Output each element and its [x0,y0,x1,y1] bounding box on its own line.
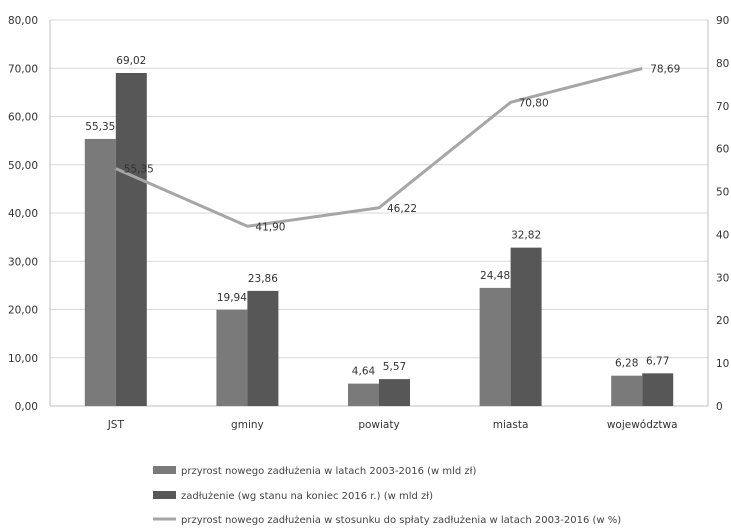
bar-data-label: 6,28 [615,358,638,370]
bar-data-label: 19,94 [217,292,247,304]
bar-data-label: 24,48 [480,270,510,282]
y-right-tick-label: 10 [716,358,729,370]
y-right-tick-label: 60 [716,144,729,156]
y-left-tick-label: 20,00 [8,305,38,317]
bar [247,290,279,406]
x-tick-label: miasta [493,419,529,431]
y-right-tick-label: 70 [716,101,729,113]
bar-data-label: 23,86 [248,273,278,285]
x-tick-label: JST [107,419,125,431]
y-left-tick-label: 70,00 [8,63,38,75]
bar [115,72,147,406]
x-tick-label: gminy [231,419,264,431]
bar [84,138,116,406]
y-left-tick-label: 60,00 [8,112,38,124]
bar-data-label: 69,02 [116,55,146,67]
bar-data-label: 6,77 [646,355,669,367]
bar [510,247,542,406]
line-series [115,67,643,228]
bar [216,309,248,406]
y-left-tick-label: 10,00 [8,353,38,365]
y-left-tick-label: 40,00 [8,208,38,220]
legend-swatch [153,466,176,474]
y-left-tick-label: 50,00 [8,160,38,172]
y-right-tick-label: 90 [716,15,729,27]
bar-data-label: 55,35 [85,121,115,133]
x-tick-label: województwa [607,419,678,431]
bar [348,383,379,406]
legend-label: zadłużenie (wg stanu na koniec 2016 r.) … [181,491,433,502]
line-data-label: 78,69 [650,64,680,76]
y-right-tick-label: 50 [716,187,729,199]
bar-data-label: 32,82 [511,230,541,242]
bar-data-label: 5,57 [383,361,406,373]
y-right-tick-label: 40 [716,229,729,241]
bar [479,287,511,406]
bar [611,375,643,406]
line-data-label: 70,80 [519,97,549,109]
y-right-tick-label: 80 [716,58,729,70]
line-data-label: 55,35 [124,164,154,176]
y-left-tick-label: 0,00 [15,401,38,413]
y-left-tick-label: 30,00 [8,256,38,268]
y-left-tick-label: 80,00 [8,15,38,27]
bar [642,373,674,406]
legend-label: przyrost nowego zadłużenia w stosunku do… [181,515,621,526]
line-data-label: 46,22 [387,203,417,215]
legend-label: przyrost nowego zadłużenia w latach 2003… [181,466,477,477]
bar [379,379,410,406]
line-data-label: 41,90 [255,221,285,233]
bar-data-label: 4,64 [352,366,376,378]
y-right-tick-label: 30 [716,272,729,284]
y-right-tick-label: 20 [716,315,729,327]
y-right-tick-label: 0 [716,401,723,413]
x-tick-label: powiaty [358,419,399,431]
legend-swatch [153,491,176,499]
